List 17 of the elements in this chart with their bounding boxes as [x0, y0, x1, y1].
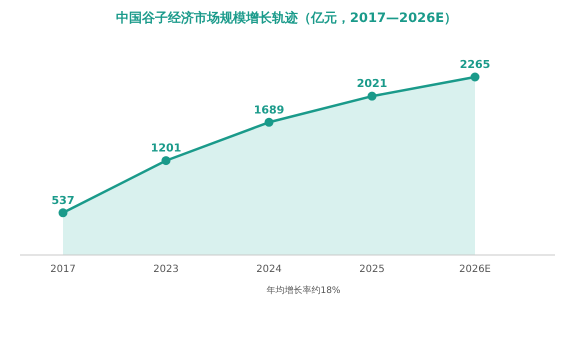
data-label: 1689 [254, 103, 284, 116]
x-tick-label: 2024 [256, 264, 282, 275]
x-tick-label: 2025 [359, 264, 385, 275]
data-label: 537 [52, 194, 74, 207]
point [58, 208, 68, 218]
point [470, 72, 480, 82]
data-label: 2265 [460, 58, 490, 71]
chart-title: 中国谷子经济市场规模增长轨迹（亿元，2017—2026E） [116, 10, 458, 26]
x-tick-label: 2017 [50, 264, 76, 275]
point [368, 92, 376, 101]
point [264, 118, 274, 127]
point [162, 156, 170, 166]
x-tick-label: 2023 [153, 264, 179, 275]
x-tick-label: 2026E [459, 264, 491, 275]
text: 年均增长率约18% [266, 285, 341, 296]
data-label: 2021 [356, 77, 388, 90]
data-label: 1201 [150, 142, 182, 155]
